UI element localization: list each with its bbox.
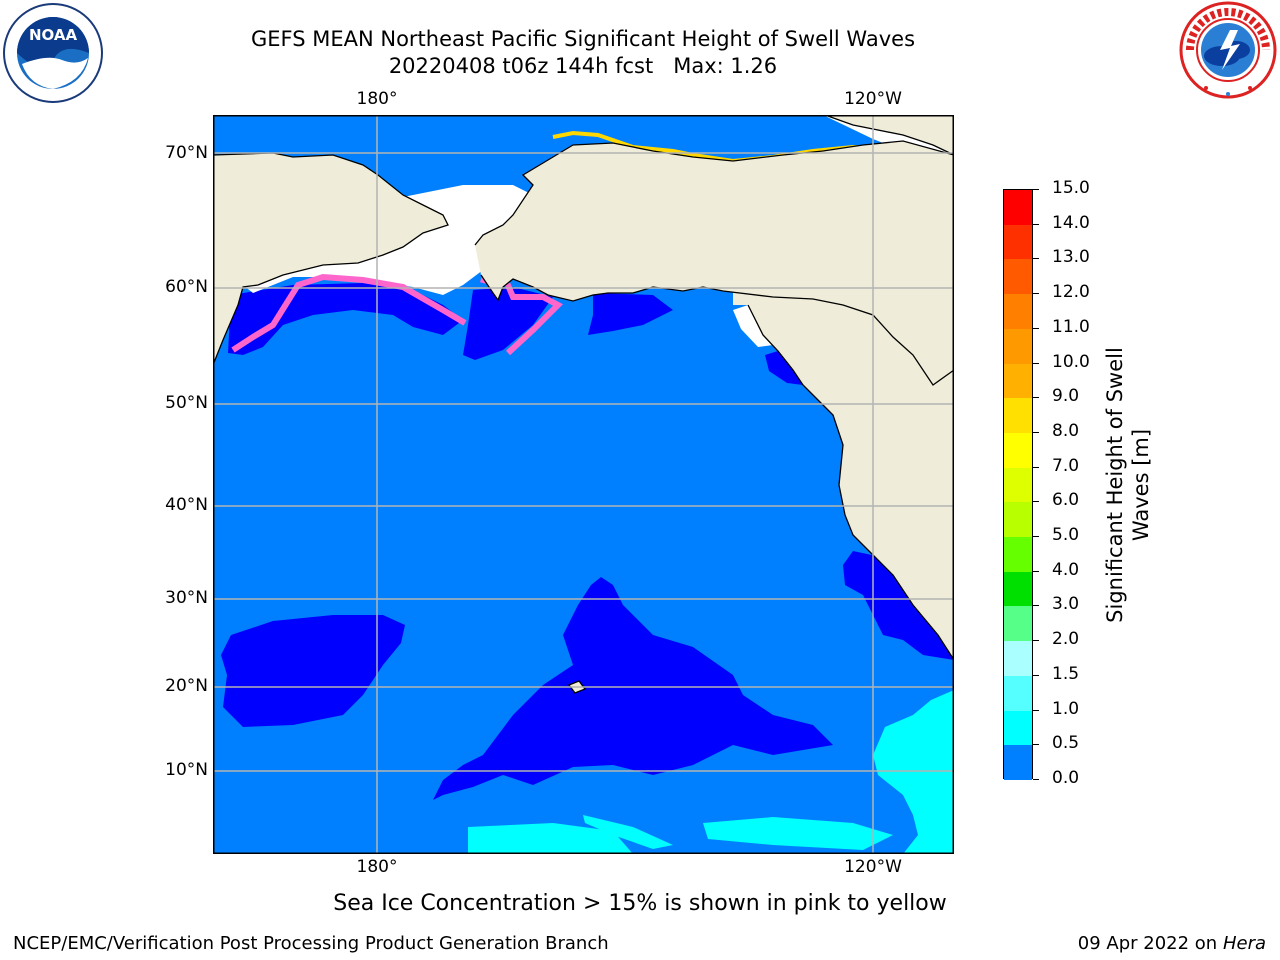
colorbar-tick-mark	[1033, 223, 1039, 225]
colorbar-tick-mark	[1033, 536, 1039, 538]
colorbar-tick-mark	[1033, 744, 1039, 746]
footer-host: Hera	[1222, 933, 1266, 954]
lat-label-10n: 10°N	[165, 760, 208, 780]
colorbar-tick-mark	[1033, 640, 1039, 642]
sea-ice-edge-bering	[231, 273, 467, 353]
swell-region-0-0p5-bering	[463, 287, 553, 360]
colorbar-tick-mark	[1033, 466, 1039, 468]
colorbar-segment	[1004, 398, 1032, 434]
colorbar-tick-mark	[1033, 189, 1039, 190]
colorbar-tick-mark	[1033, 362, 1039, 364]
colorbar-tick-label: 13.0	[1052, 247, 1090, 268]
graticule	[213, 115, 954, 854]
colorbar-tick-label: 9.0	[1052, 386, 1080, 407]
colorbar-tick-label: 6.0	[1052, 490, 1080, 511]
colorbar-tick-label: 15.0	[1052, 178, 1090, 198]
colorbar-tick-label: 5.0	[1052, 525, 1080, 546]
colorbar-tick-mark	[1033, 779, 1039, 780]
colorbar-tick-mark	[1033, 327, 1039, 329]
swell-region-0-0p5-coast	[843, 551, 954, 660]
colorbar-segment	[1004, 259, 1032, 295]
colorbar-label: Significant Height of Swell Waves [m]	[1102, 285, 1154, 685]
colorbar-tick-label: 4.0	[1052, 559, 1080, 580]
swell-region-0-0p5-west	[221, 615, 405, 727]
colorbar-segment	[1004, 537, 1032, 573]
colorbar-tick-mark	[1033, 501, 1039, 503]
colorbar-tick-label: 10.0	[1052, 351, 1090, 372]
lon-label-bottom-120w: 120°W	[844, 857, 902, 877]
noaa-logo-icon: NOAA	[3, 3, 103, 103]
colorbar-segment	[1004, 224, 1032, 260]
swell-region-1-1p5-south	[468, 823, 633, 854]
lat-label-60n: 60°N	[165, 277, 208, 297]
swell-region-0-0p5-bc	[588, 293, 673, 335]
colorbar-segment	[1004, 571, 1032, 607]
colorbar-tick-mark	[1033, 397, 1039, 399]
colorbar-segment	[1004, 467, 1032, 503]
footer-branch: NCEP/EMC/Verification Post Processing Pr…	[13, 933, 609, 954]
colorbar-segment	[1004, 432, 1032, 469]
lat-label-70n: 70°N	[165, 143, 208, 163]
land-canada-coast	[733, 291, 954, 660]
swell-region-0-0p5-central	[433, 577, 833, 800]
colorbar-segment	[1004, 190, 1032, 226]
colorbar-segment	[1004, 502, 1032, 538]
land-arctic-island	[825, 115, 954, 155]
footer-date-text: 09 Apr 2022 on	[1077, 933, 1223, 954]
colorbar-segment	[1004, 606, 1032, 642]
colorbar-tick-mark	[1033, 570, 1039, 572]
colorbar-tick-label: 1.5	[1052, 663, 1080, 684]
colorbar-tick-label: 0.5	[1052, 733, 1080, 754]
map-subtitle: 20220408 t06z 144h fcst Max: 1.26	[388, 54, 778, 78]
sea-ice-note: Sea Ice Concentration > 15% is shown in …	[333, 891, 947, 916]
lat-label-50n: 50°N	[165, 393, 208, 413]
colorbar-tick-mark	[1033, 258, 1039, 260]
colorbar-label-line1: Significant Height of Swell	[1103, 347, 1127, 623]
lon-label-bottom-180: 180°	[356, 857, 398, 877]
swell-height-map	[213, 115, 954, 854]
colorbar-tick-mark	[1033, 293, 1039, 295]
colorbar-tick-mark	[1033, 674, 1039, 676]
colorbar-segment	[1004, 363, 1032, 399]
lon-label-top-180: 180°	[356, 89, 398, 109]
colorbar-tick-mark	[1033, 605, 1039, 607]
noaa-logo-text: NOAA	[29, 26, 78, 44]
swell-region-0-0p5-seattle	[765, 351, 803, 385]
swell-region-1-1p5-east	[873, 690, 954, 854]
land-alaska	[475, 141, 954, 385]
colorbar-tick-label: 0.0	[1052, 768, 1080, 788]
colorbar-tick-label: 14.0	[1052, 212, 1090, 233]
colorbar-tick-label: 2.0	[1052, 629, 1080, 650]
colorbar-tick-mark	[1033, 431, 1039, 433]
colorbar-segment	[1004, 745, 1032, 781]
colorbar-tick-label: 3.0	[1052, 594, 1080, 615]
swell-region-1-1p5-southeast	[703, 817, 893, 850]
nws-logo-icon	[1179, 1, 1277, 99]
lat-label-30n: 30°N	[165, 588, 208, 608]
lon-label-top-120w: 120°W	[844, 89, 902, 109]
footer-date: 09 Apr 2022 on Hera	[1078, 933, 1266, 954]
colorbar-label-line2: Waves [m]	[1129, 428, 1153, 542]
colorbar-tick-mark	[1033, 709, 1039, 711]
map-frame	[213, 115, 954, 854]
colorbar-tick-label: 8.0	[1052, 420, 1080, 441]
lat-label-20n: 20°N	[165, 676, 208, 696]
colorbar-tick-label: 1.0	[1052, 698, 1080, 719]
colorbar-segment	[1004, 641, 1032, 677]
colorbar-segment	[1004, 710, 1032, 746]
colorbar-tick-label: 7.0	[1052, 455, 1080, 476]
lat-label-40n: 40°N	[165, 495, 208, 515]
map-title: GEFS MEAN Northeast Pacific Significant …	[250, 27, 916, 51]
ice-free-region-bc	[733, 305, 773, 347]
swell-region-1-1p5-band	[583, 815, 673, 849]
land-siberia	[213, 153, 448, 365]
colorbar-segment	[1004, 328, 1032, 365]
colorbar-segment	[1004, 675, 1032, 712]
coastlines	[213, 115, 954, 694]
colorbar-tick-label: 11.0	[1052, 316, 1090, 337]
colorbar-segment	[1004, 294, 1032, 330]
colorbar-tick-label: 12.0	[1052, 282, 1090, 303]
colorbar	[1003, 189, 1033, 781]
